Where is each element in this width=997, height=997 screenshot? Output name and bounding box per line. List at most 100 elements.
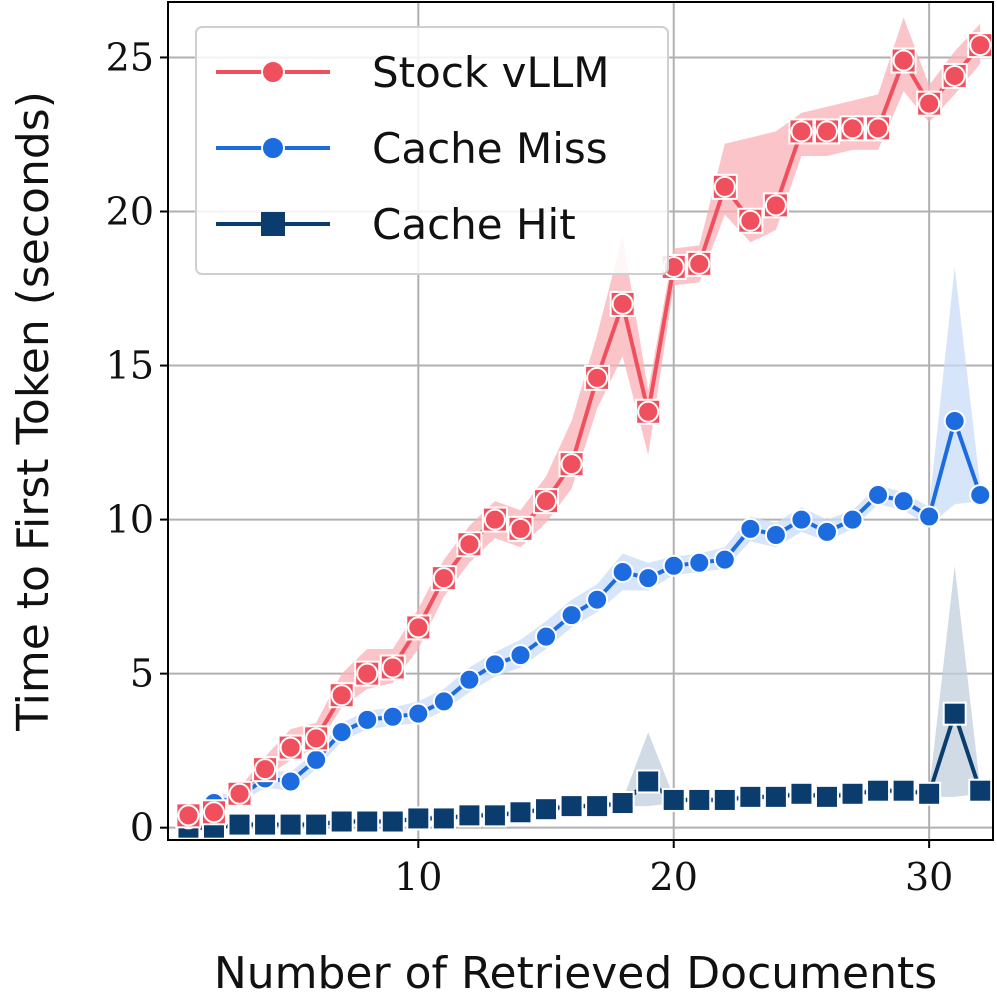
point-stock-vllm [509,517,532,540]
point-cache-hit [508,800,533,825]
point-cache-hit [840,781,865,806]
point-cache-miss [611,560,634,583]
legend-entry-stock-vllm: Stock vLLM [216,48,609,97]
point-stock-vllm [764,194,787,217]
legend-marker-cache-hit [261,212,285,236]
point-cache-hit [942,701,967,726]
point-cache-hit [866,778,891,803]
point-stock-vllm [177,804,200,827]
point-cache-miss [662,554,685,577]
x-axis-label: Number of Retrieved Documents [214,948,937,997]
point-cache-miss [815,520,838,543]
point-stock-vllm [841,117,864,140]
point-cache-miss [637,567,660,590]
point-cache-hit [763,784,788,809]
point-cache-miss [918,505,941,528]
point-cache-hit [431,806,456,831]
point-stock-vllm [867,117,890,140]
point-stock-vllm [330,684,353,707]
point-cache-hit [482,803,507,828]
point-stock-vllm [688,252,711,275]
point-cache-hit [661,787,686,812]
point-cache-miss [586,588,609,611]
point-cache-hit [278,812,303,837]
x-tick-label: 10 [394,855,442,899]
point-cache-miss [356,708,379,731]
point-stock-vllm [918,92,941,115]
point-cache-miss [969,483,992,506]
point-cache-miss [867,483,890,506]
point-cache-hit [227,812,252,837]
point-stock-vllm [739,209,762,232]
point-cache-hit [380,809,405,834]
point-cache-hit [304,812,329,837]
point-cache-miss [535,625,558,648]
point-cache-miss [279,770,302,793]
legend-entry-cache-miss: Cache Miss [216,124,608,173]
point-cache-hit [406,806,431,831]
x-tick-label: 20 [650,855,698,899]
point-cache-miss [841,508,864,531]
point-stock-vllm [535,490,558,513]
point-cache-miss [407,702,430,725]
point-stock-vllm [432,567,455,590]
point-cache-miss [713,548,736,571]
point-stock-vllm [969,34,992,57]
point-cache-hit [253,812,278,837]
point-stock-vllm [381,656,404,679]
point-cache-hit [712,787,737,812]
point-cache-hit [355,809,380,834]
point-cache-hit [329,809,354,834]
point-cache-hit [891,778,916,803]
point-cache-hit [789,781,814,806]
axis-ticks: 0 5 10 15 20 25 10 20 30 [106,35,954,899]
point-cache-miss [305,748,328,771]
point-cache-miss [688,551,711,574]
y-axis-label: Time to First Token (seconds) [8,91,59,732]
legend: Stock vLLM Cache Miss Cache Hit [195,26,669,275]
y-tick-label: 15 [106,344,154,388]
legend-entries: Stock vLLM Cache Miss Cache Hit [216,48,609,249]
point-stock-vllm [892,49,915,72]
legend-label-stock-vllm: Stock vLLM [372,48,609,97]
point-stock-vllm [943,64,966,87]
series-markers [175,32,994,840]
point-cache-hit [814,784,839,809]
point-cache-hit [917,781,942,806]
y-tick-label: 10 [106,498,154,542]
y-tick-label: 5 [130,652,154,696]
point-cache-miss [509,644,532,667]
point-cache-hit [457,803,482,828]
point-stock-vllm [356,662,379,685]
point-stock-vllm [483,508,506,531]
point-cache-hit [738,784,763,809]
point-stock-vllm [254,758,277,781]
point-cache-miss [892,490,915,513]
point-cache-miss [943,410,966,432]
point-stock-vllm [279,736,302,759]
legend-box [195,26,669,275]
point-cache-hit [687,787,712,812]
legend-label-cache-hit: Cache Hit [372,200,576,249]
point-stock-vllm [713,175,736,198]
legend-marker-stock-vllm [261,60,285,84]
point-stock-vllm [202,801,225,824]
point-cache-hit [585,794,610,819]
y-tick-label: 20 [106,190,154,234]
point-cache-miss [381,705,404,728]
point-cache-miss [739,517,762,540]
point-stock-vllm [407,616,430,639]
x-tick-label: 30 [905,855,953,899]
legend-label-cache-miss: Cache Miss [372,124,608,173]
point-cache-miss [432,690,455,713]
point-stock-vllm [790,120,813,143]
point-cache-hit [636,769,661,794]
point-cache-miss [330,721,353,744]
point-stock-vllm [458,533,481,556]
point-cache-hit [610,791,635,816]
legend-marker-cache-miss [261,136,285,160]
point-cache-miss [458,668,481,691]
point-cache-miss [560,604,583,627]
point-stock-vllm [305,727,328,750]
